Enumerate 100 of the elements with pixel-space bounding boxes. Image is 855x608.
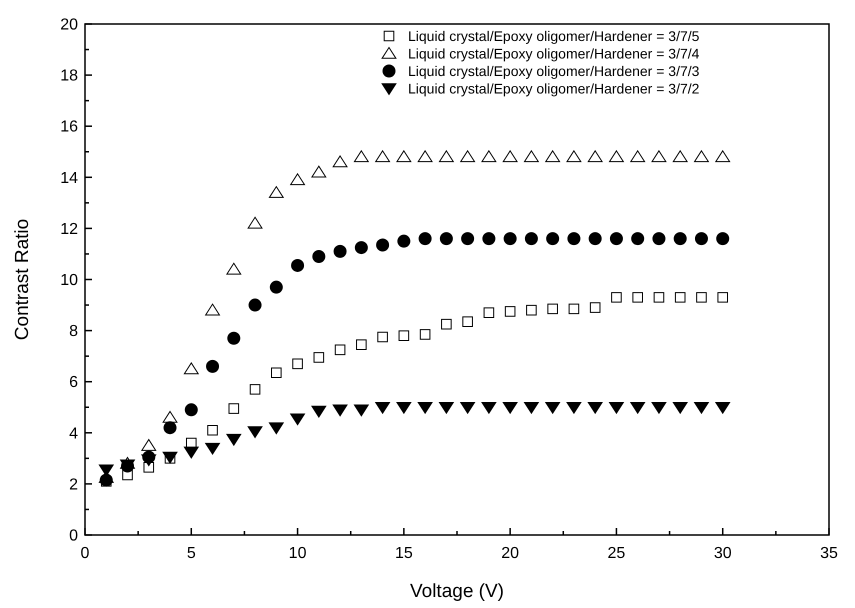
point — [502, 402, 518, 414]
y-tick-label: 0 — [69, 528, 78, 544]
x-axis-title: Voltage (V) — [410, 581, 504, 602]
y-tick-label: 10 — [60, 272, 78, 289]
point — [696, 292, 707, 303]
point — [524, 232, 538, 246]
point — [100, 474, 113, 487]
point — [672, 150, 688, 162]
point — [610, 232, 623, 246]
point — [460, 402, 476, 414]
point — [375, 402, 390, 414]
point — [588, 402, 603, 414]
point — [566, 402, 582, 414]
point — [460, 150, 476, 162]
point — [567, 232, 580, 246]
point — [568, 304, 580, 314]
point — [226, 434, 242, 446]
point — [396, 150, 412, 162]
point — [547, 304, 558, 314]
point — [248, 216, 262, 229]
x-tick-label: 35 — [820, 545, 838, 562]
y-tick-label: 18 — [60, 68, 78, 85]
point — [590, 302, 600, 313]
point — [652, 150, 666, 162]
x-tick-label: 20 — [501, 545, 520, 562]
point — [545, 402, 560, 414]
point — [526, 304, 537, 316]
point — [716, 232, 730, 246]
point — [271, 367, 282, 378]
y-tick-label: 2 — [69, 476, 78, 494]
point — [311, 166, 326, 178]
point — [248, 426, 262, 438]
point — [717, 292, 728, 303]
point — [481, 402, 496, 414]
point — [504, 232, 517, 246]
point — [250, 384, 260, 395]
point — [438, 402, 454, 414]
point — [332, 155, 348, 168]
point — [502, 150, 518, 162]
point — [484, 307, 494, 318]
point — [566, 150, 582, 162]
point — [248, 298, 262, 312]
point — [632, 292, 643, 303]
point — [524, 402, 539, 414]
y-tick-label: 12 — [60, 220, 78, 238]
point — [482, 232, 496, 246]
point — [418, 232, 432, 246]
point — [141, 454, 156, 466]
point — [396, 402, 412, 414]
point — [290, 173, 305, 186]
point — [418, 150, 433, 162]
point — [588, 232, 602, 246]
legend-label: Liquid crystal/Epoxy oligomer/Hardener = 3/7/2 — [408, 80, 700, 96]
x-tick-label: 15 — [394, 545, 413, 562]
point — [354, 241, 368, 254]
point — [672, 402, 688, 414]
point — [184, 403, 198, 416]
point — [375, 150, 390, 162]
point — [588, 150, 603, 162]
point — [611, 292, 622, 303]
point — [631, 232, 644, 246]
point — [418, 402, 433, 414]
y-tick-label: 14 — [60, 170, 78, 187]
point — [227, 332, 240, 345]
point — [461, 232, 474, 246]
point — [206, 360, 220, 373]
point — [504, 306, 516, 317]
point — [462, 316, 473, 327]
point — [398, 330, 410, 342]
point — [652, 232, 666, 246]
point — [377, 332, 388, 342]
point — [438, 150, 454, 162]
point — [694, 150, 709, 162]
point — [545, 150, 560, 162]
y-tick-label: 6 — [69, 374, 78, 392]
point — [162, 410, 178, 423]
point — [354, 150, 369, 162]
point — [609, 402, 624, 414]
point — [715, 402, 730, 414]
point — [184, 362, 199, 374]
x-tick-label: 10 — [288, 545, 307, 562]
point — [268, 422, 284, 434]
x-tick-label: 0 — [80, 545, 90, 562]
point — [332, 404, 348, 416]
point — [441, 318, 452, 330]
point — [290, 413, 305, 426]
point — [312, 250, 326, 263]
point — [334, 244, 347, 258]
point — [228, 403, 240, 414]
y-tick-label: 8 — [69, 323, 78, 340]
y-tick-label: 4 — [69, 425, 78, 442]
point — [207, 424, 218, 436]
point — [226, 262, 242, 275]
point — [314, 352, 324, 363]
point — [205, 442, 220, 455]
point — [524, 150, 539, 162]
y-tick-label: 20 — [60, 16, 78, 34]
point — [205, 304, 220, 316]
y-axis-title: Contrast Ratio — [12, 218, 33, 340]
point — [652, 402, 666, 414]
